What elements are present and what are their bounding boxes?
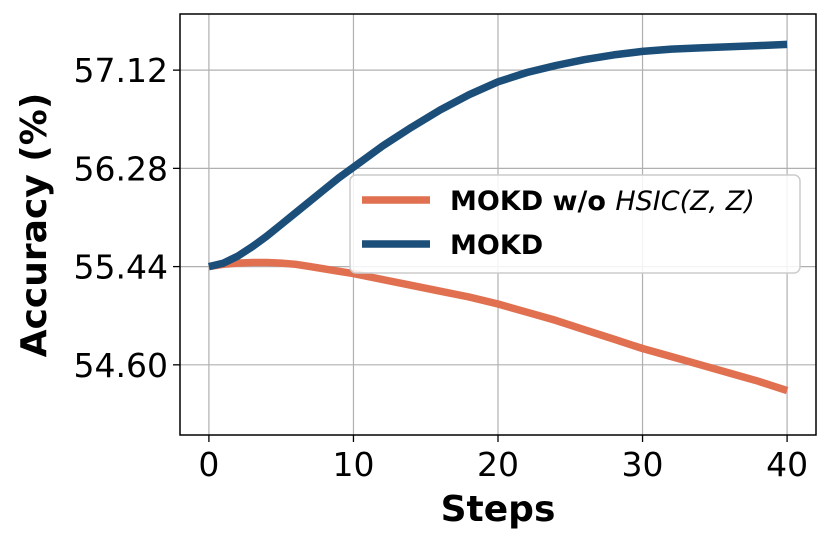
series-line-0 bbox=[208, 258, 789, 395]
legend-label-1: MOKD bbox=[450, 230, 543, 261]
legend-label-args: (Z, Z) bbox=[680, 186, 755, 217]
y-tick-label: 57.12 bbox=[74, 51, 168, 90]
legend-label-italic: HSIC bbox=[615, 186, 679, 217]
y-tick-label: 56.28 bbox=[74, 149, 168, 188]
y-axis-title: Accuracy (%) bbox=[14, 93, 55, 358]
series-line-1 bbox=[208, 40, 788, 271]
x-tick-label: 40 bbox=[766, 445, 808, 484]
legend: MOKD w/o HSIC(Z, Z) MOKD bbox=[349, 174, 801, 274]
x-tick-label: 0 bbox=[198, 445, 219, 484]
legend-label-0: MOKD w/o HSIC(Z, Z) bbox=[450, 186, 755, 217]
legend-label-main: MOKD bbox=[450, 230, 543, 261]
y-axis-ticks: 54.60 55.44 56.28 57.12 bbox=[74, 51, 180, 385]
x-axis-title: Steps bbox=[441, 489, 556, 530]
x-tick-label: 10 bbox=[332, 445, 374, 484]
y-tick-label: 55.44 bbox=[74, 248, 168, 287]
y-tick-label: 54.60 bbox=[74, 346, 168, 385]
legend-label-main: MOKD w/o bbox=[450, 186, 615, 217]
series-lines bbox=[208, 40, 789, 395]
legend-box bbox=[349, 174, 801, 274]
x-tick-label: 30 bbox=[622, 445, 664, 484]
x-axis-ticks: 0 10 20 30 40 bbox=[198, 435, 808, 484]
x-tick-label: 20 bbox=[477, 445, 519, 484]
